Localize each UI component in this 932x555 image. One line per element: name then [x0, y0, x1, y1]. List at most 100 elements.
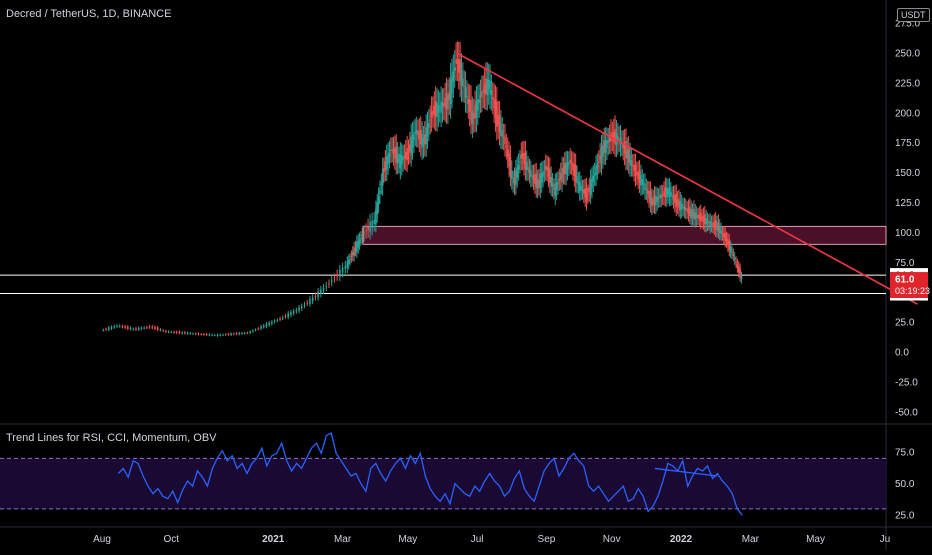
candle-body — [184, 332, 186, 334]
candle-body — [607, 140, 610, 143]
candle-body — [165, 330, 167, 332]
candle-body — [550, 177, 553, 186]
candle-body — [694, 212, 697, 220]
candle-body — [391, 149, 393, 151]
candle-body — [490, 90, 493, 96]
resistance-zone — [362, 225, 887, 245]
candle-body — [675, 194, 678, 208]
x-tick-label: 2021 — [262, 534, 285, 545]
candle-body — [303, 304, 306, 306]
candle-body — [623, 141, 626, 154]
candle-body — [551, 183, 554, 188]
candle-body — [344, 265, 347, 269]
candle-body — [674, 194, 676, 204]
candle-body — [665, 187, 668, 198]
candle-body — [592, 175, 595, 182]
candle-body — [561, 167, 563, 183]
candle-body — [512, 180, 514, 183]
candle-body — [708, 222, 710, 224]
candle-body — [588, 187, 591, 193]
candle-body — [349, 258, 351, 261]
candle-body — [373, 219, 375, 224]
candle-body — [395, 146, 398, 163]
candle-body — [638, 170, 641, 183]
candle-body — [732, 254, 735, 256]
candle-body — [396, 153, 399, 164]
candle-body — [205, 333, 208, 336]
candle-body — [644, 183, 646, 190]
y-tick-label: 200.0 — [895, 108, 920, 119]
candle-body — [246, 332, 249, 334]
candle-body — [664, 187, 667, 198]
candle-body — [661, 194, 664, 196]
candle-body — [235, 333, 238, 335]
candle-body — [438, 106, 441, 108]
candle-body — [249, 331, 251, 334]
candle-body — [516, 167, 519, 178]
candle-body — [727, 239, 729, 246]
candle-body — [143, 327, 145, 329]
candle-body — [630, 160, 633, 166]
candle-body — [376, 202, 379, 215]
candle-body — [268, 322, 270, 326]
candle-body — [192, 333, 194, 335]
candle-body — [186, 332, 189, 334]
candle-body — [170, 331, 173, 333]
candle-body — [175, 331, 178, 333]
candle-body — [682, 206, 684, 208]
candle-body — [443, 102, 445, 106]
candle-body — [735, 261, 737, 263]
candle-body — [608, 137, 611, 142]
candle-body — [140, 327, 143, 329]
candle-body — [649, 191, 652, 204]
candle-body — [544, 165, 547, 170]
candle-body — [612, 131, 615, 142]
candle-body — [478, 98, 480, 103]
candle-body — [701, 216, 703, 220]
candle-body — [129, 327, 132, 330]
candle-body — [604, 139, 607, 154]
candle-body — [513, 177, 516, 185]
candle-body — [151, 326, 154, 328]
candle-body — [559, 173, 562, 180]
candle-body — [637, 171, 639, 179]
candle-body — [459, 59, 461, 81]
candle-body — [633, 165, 635, 171]
candle-body — [739, 268, 741, 278]
candle-body — [482, 90, 485, 93]
candle-body — [243, 333, 246, 335]
candle-body — [600, 147, 603, 164]
candle-body — [463, 86, 466, 88]
candle-body — [159, 329, 162, 331]
candle-body — [384, 161, 387, 171]
candle-body — [436, 103, 438, 118]
candle-body — [381, 168, 384, 186]
x-tick-label: Ju — [880, 534, 891, 545]
candle-body — [452, 71, 455, 82]
candle-body — [706, 220, 709, 224]
candle-body — [532, 175, 535, 180]
candle-body — [137, 327, 140, 330]
candle-body — [254, 329, 257, 331]
candle-body — [178, 331, 181, 334]
candle-body — [418, 131, 421, 140]
candle-body — [656, 196, 659, 202]
candle-body — [593, 173, 596, 176]
candle-body — [433, 106, 436, 116]
candle-body — [455, 59, 457, 64]
currency-badge[interactable]: USDT — [897, 8, 930, 22]
candle-body — [402, 156, 404, 161]
candle-body — [474, 105, 476, 118]
candle-body — [350, 256, 353, 258]
candle-body — [333, 278, 336, 280]
candle-body — [475, 101, 478, 119]
candle-body — [173, 331, 175, 333]
osc-y-tick-label: 50.0 — [895, 479, 915, 490]
candle-body — [167, 331, 170, 333]
candle-body — [347, 260, 350, 264]
candle-body — [721, 233, 724, 235]
candle-body — [583, 189, 585, 194]
candle-body — [668, 187, 671, 197]
candle-body — [118, 325, 121, 327]
candle-body — [487, 79, 490, 90]
